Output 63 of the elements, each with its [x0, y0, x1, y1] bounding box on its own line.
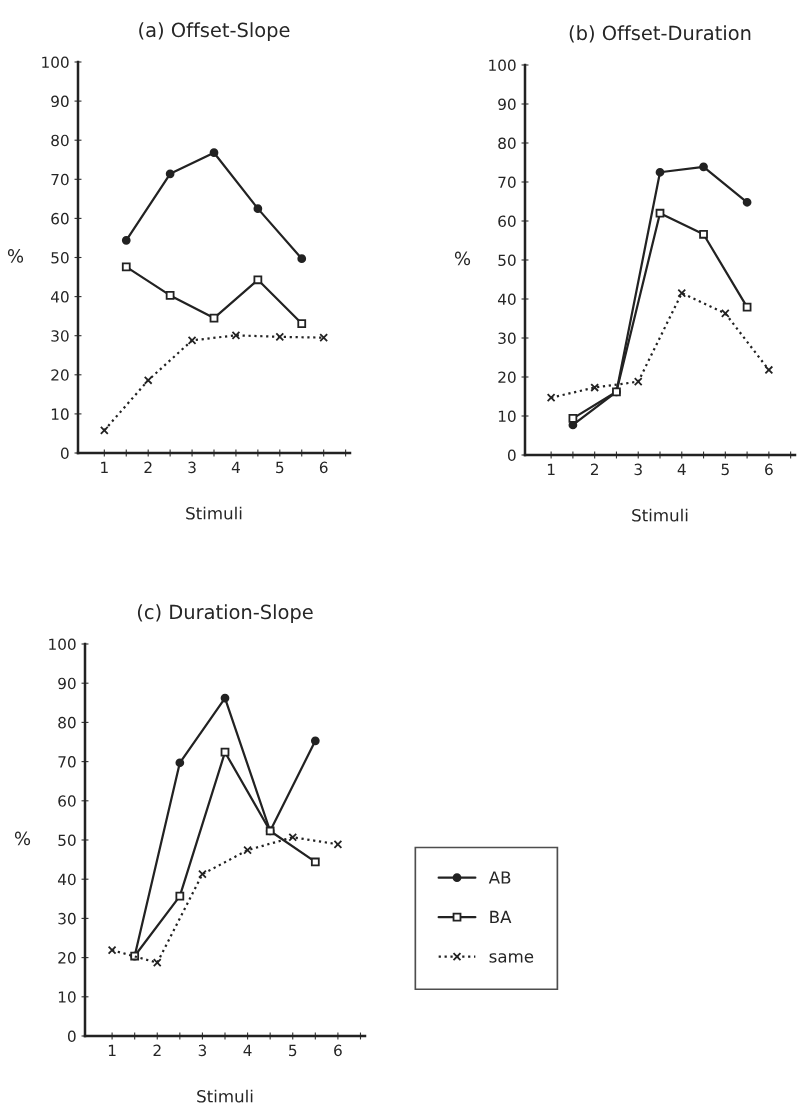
y-tick-label: 80: [58, 716, 76, 729]
x-tick-label: 2: [153, 1044, 161, 1056]
y-tick-label: 50: [51, 251, 69, 264]
chart-title: (b) Offset-Duration: [569, 25, 751, 43]
y-tick-label: 90: [498, 98, 516, 111]
x-tick-label: 4: [677, 463, 686, 475]
x-tick-label: 5: [289, 1044, 297, 1057]
y-tick-label: 0: [67, 1030, 76, 1043]
y-tick-label: 60: [51, 212, 69, 225]
x-tick-label: 2: [144, 461, 152, 473]
y-tick-label: 50: [58, 834, 76, 847]
y-tick-label: 10: [51, 408, 69, 420]
y-tick-label: 70: [58, 756, 76, 768]
x-tick-label: 6: [319, 461, 328, 474]
x-tick-label: 5: [721, 463, 729, 476]
x-tick-label: 1: [101, 461, 108, 473]
legend-label: AB: [488, 871, 511, 884]
y-tick-label: 10: [498, 410, 516, 423]
x-tick-label: 1: [547, 463, 555, 475]
y-tick-label: 60: [498, 215, 516, 228]
chart-title: (c) Duration-Slope: [137, 604, 313, 624]
y-tick-label: 20: [58, 952, 76, 964]
y-tick-label: 80: [51, 134, 69, 147]
y-tick-label: 20: [498, 371, 516, 384]
y-tick-label: 70: [498, 176, 516, 189]
y-tick-label: 40: [57, 873, 76, 886]
y-tick-label: 90: [58, 677, 76, 690]
y-tick-label: 90: [51, 95, 69, 108]
chart-title: (a) Offset-Slope: [139, 22, 290, 42]
y-tick-label: 0: [507, 449, 516, 462]
x-tick-label: 6: [765, 463, 773, 476]
x-tick-label: 1: [108, 1044, 116, 1056]
legend-label: BA: [490, 910, 512, 923]
x-tick-label: 3: [634, 463, 642, 476]
y-tick-label: 60: [58, 795, 76, 807]
y-tick-label: 30: [498, 332, 516, 345]
y-tick-label: 40: [50, 291, 69, 303]
y-tick-label: 50: [498, 254, 516, 267]
x-axis-title: Stimuli: [632, 508, 688, 522]
x-tick-label: 5: [276, 461, 284, 474]
y-tick-label: 0: [60, 447, 69, 460]
x-tick-label: 2: [590, 463, 599, 475]
y-tick-label: 30: [51, 330, 69, 342]
x-tick-label: 3: [188, 461, 196, 474]
y-tick-label: 100: [42, 56, 69, 69]
y-tick-label: 100: [49, 638, 76, 651]
y-tick-label: 20: [51, 369, 69, 381]
legend-label: same: [489, 953, 534, 963]
x-tick-label: 4: [243, 1044, 252, 1056]
x-tick-label: 3: [198, 1044, 207, 1057]
x-axis-title: Stimuli: [197, 1089, 253, 1103]
y-axis-title: %: [14, 831, 31, 846]
y-tick-label: 70: [51, 173, 69, 186]
x-axis-title: Stimuli: [186, 506, 242, 520]
y-tick-label: 40: [497, 293, 516, 306]
x-tick-label: 4: [231, 461, 240, 473]
y-axis-title: %: [7, 249, 24, 263]
y-tick-label: 30: [58, 912, 76, 925]
y-axis-title: %: [454, 251, 471, 266]
y-tick-label: 80: [498, 137, 516, 150]
y-tick-label: 100: [489, 59, 516, 72]
x-tick-label: 6: [334, 1044, 342, 1057]
y-tick-label: 10: [58, 991, 76, 1003]
